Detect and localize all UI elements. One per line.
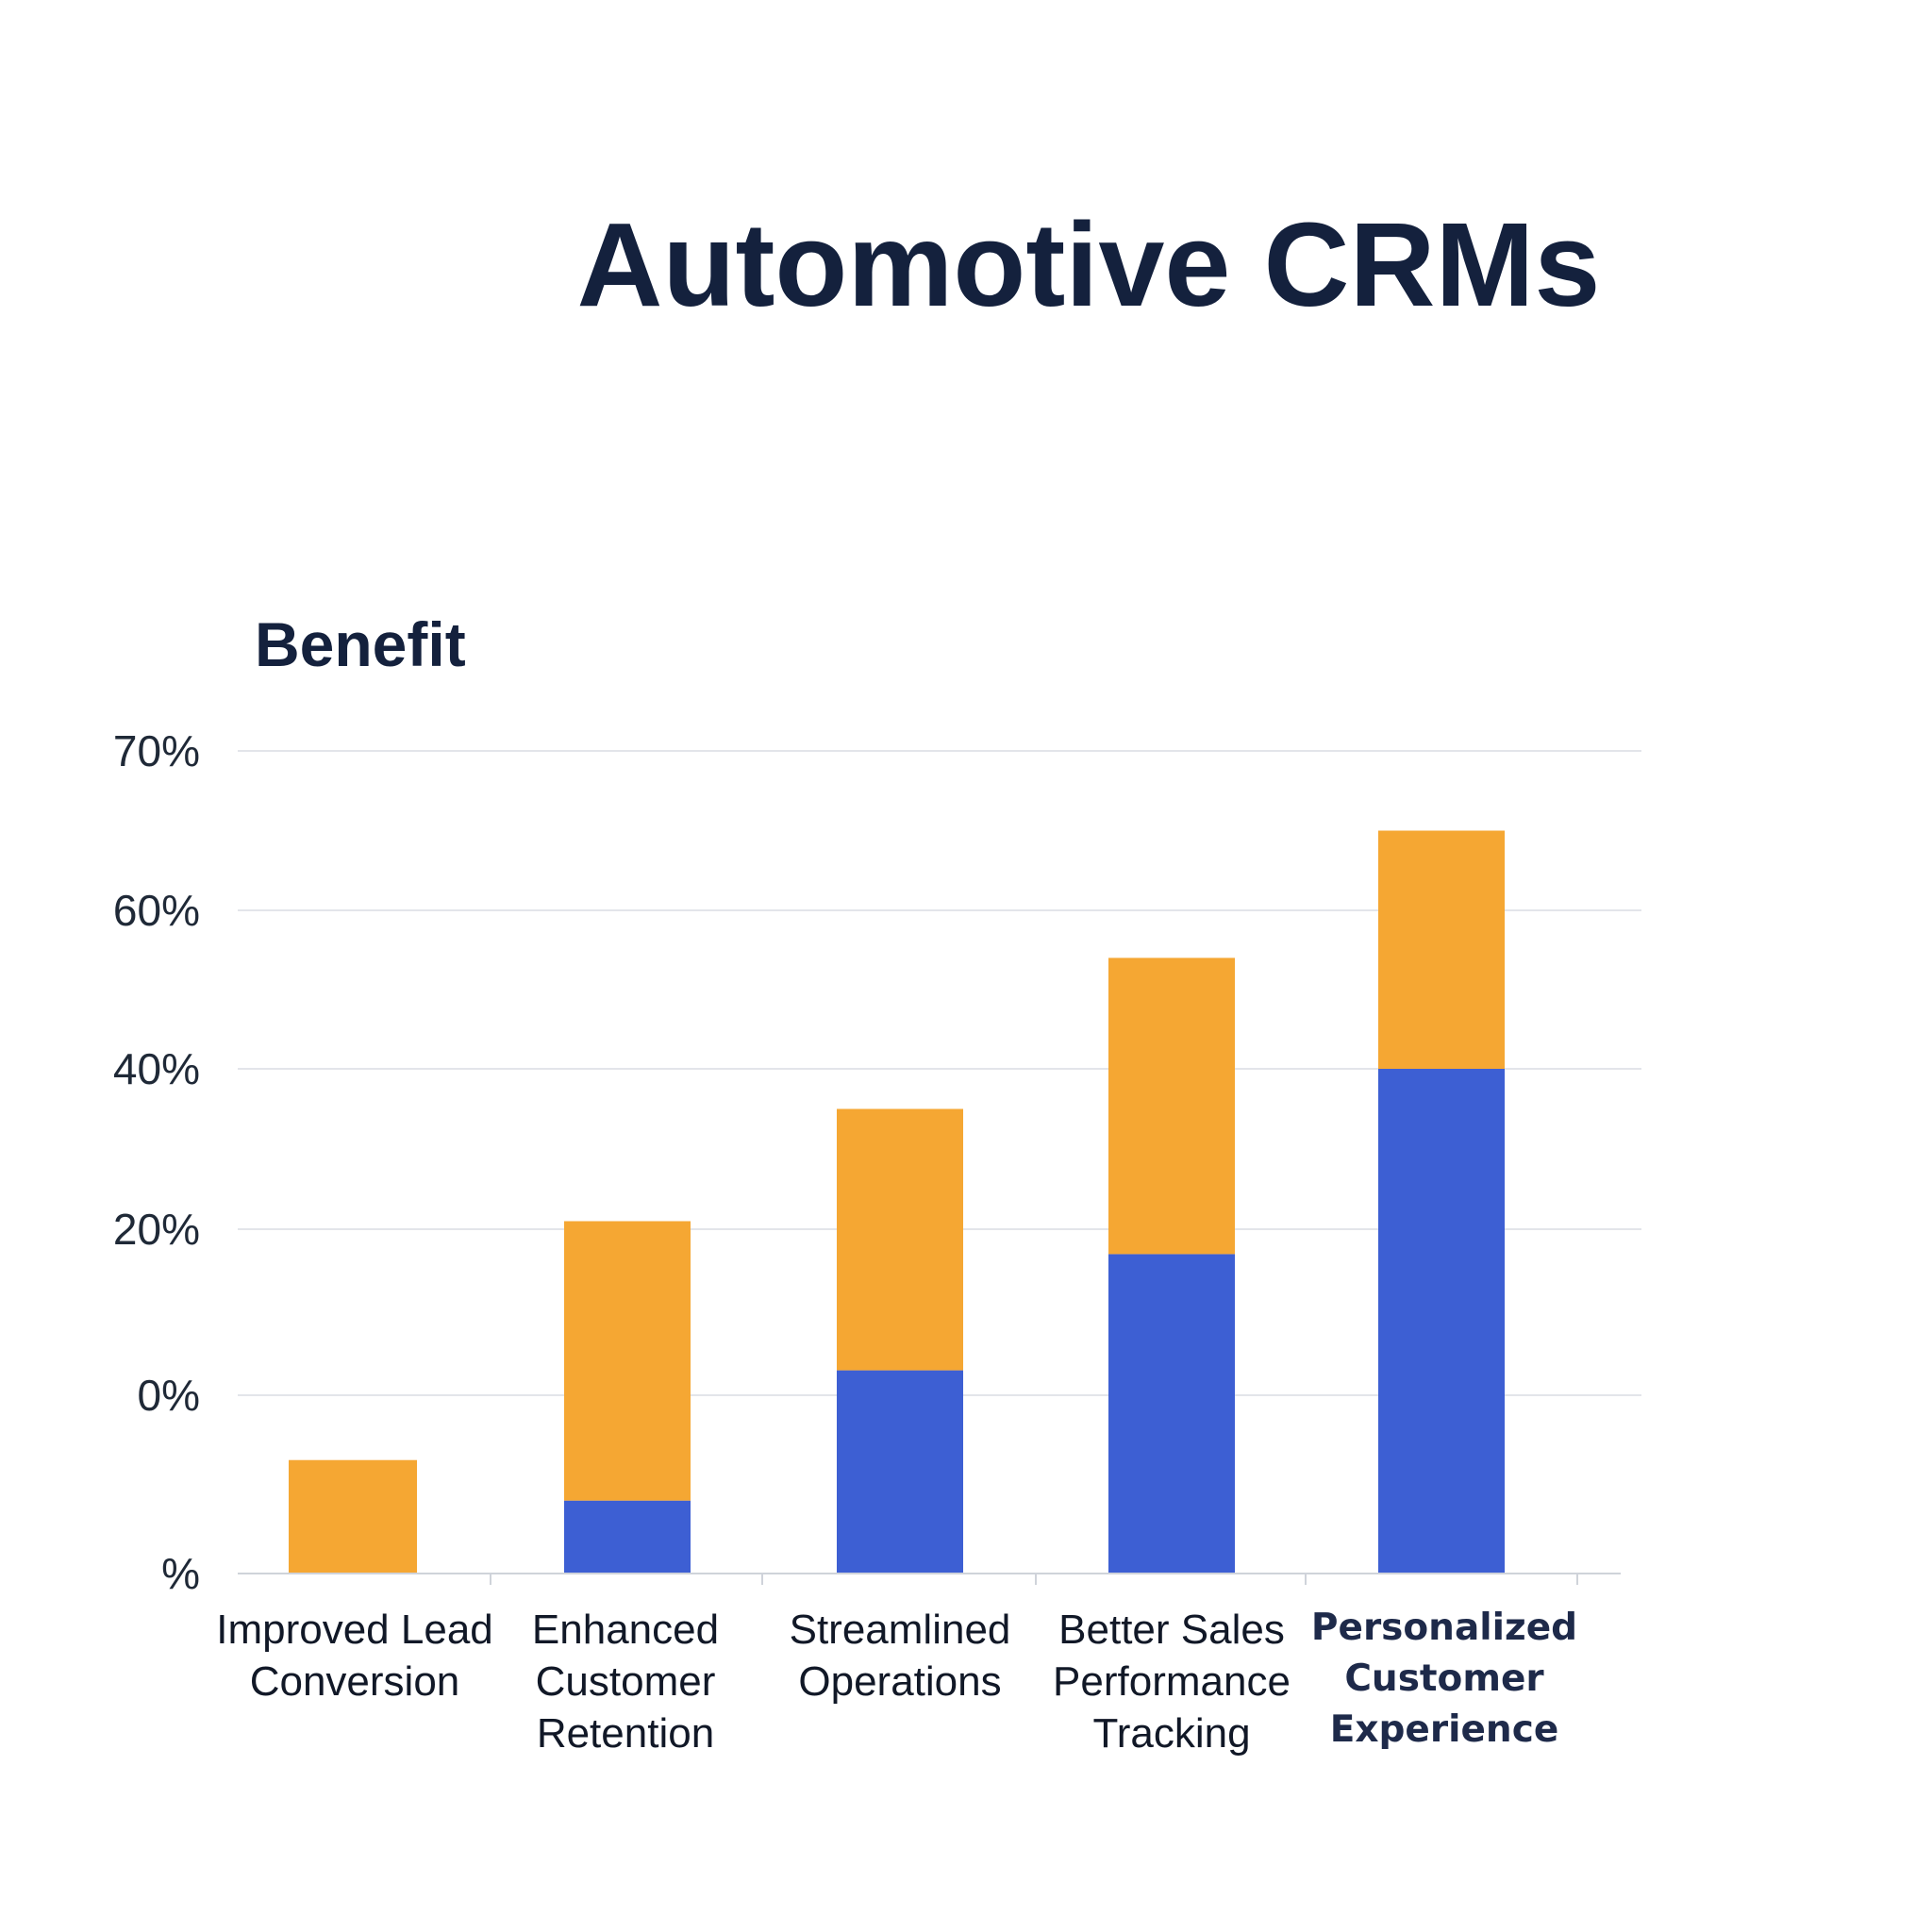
bar-segment-blue bbox=[564, 1500, 691, 1574]
x-tick-label-line: Operations bbox=[798, 1658, 1001, 1705]
chart-title: Automotive CRMs bbox=[576, 198, 1601, 331]
x-tick-label: Enhanced Customer Retention bbox=[532, 1607, 719, 1757]
x-tick-label-line: Customer bbox=[536, 1658, 716, 1705]
x-tick-label-line: Tracking bbox=[1092, 1710, 1250, 1757]
x-tick-label-line: Streamlined bbox=[790, 1607, 1011, 1653]
x-tick-label-line: Conversion bbox=[250, 1658, 460, 1705]
x-tick-label: Improved Lead Conversion bbox=[216, 1607, 493, 1705]
bar-segment-orange bbox=[1108, 958, 1235, 1255]
x-axis bbox=[238, 1573, 1621, 1585]
bar-segment-blue bbox=[1378, 1069, 1505, 1574]
x-tick-label: Personalized Customer Experience bbox=[1311, 1607, 1577, 1751]
y-tick-label: % bbox=[161, 1549, 200, 1598]
bar-segment-orange bbox=[1378, 830, 1505, 1069]
bar-segment-orange bbox=[289, 1459, 417, 1574]
bar-segment-orange bbox=[564, 1221, 691, 1501]
x-tick-label-line: Improved Lead bbox=[216, 1607, 493, 1653]
y-axis-label: Benefit bbox=[255, 609, 466, 679]
x-tick-label-line: Performance bbox=[1053, 1658, 1291, 1705]
y-tick-label: 60% bbox=[113, 886, 200, 935]
bar-segment-blue bbox=[1108, 1254, 1235, 1574]
y-tick-label: 40% bbox=[113, 1044, 200, 1093]
bar-segment-orange bbox=[837, 1108, 963, 1371]
x-tick-label: Streamlined Operations bbox=[790, 1607, 1011, 1705]
bar-segment-blue bbox=[837, 1370, 963, 1574]
bars bbox=[289, 830, 1505, 1574]
x-tick-label-line: Personalized bbox=[1311, 1607, 1577, 1649]
x-tick-label-line: Enhanced bbox=[532, 1607, 719, 1653]
y-tick-label: 0% bbox=[138, 1371, 200, 1420]
x-axis-ticks: Improved Lead Conversion Enhanced Customer R… bbox=[216, 1607, 1577, 1757]
y-tick-label: 70% bbox=[113, 726, 200, 775]
y-tick-label: 20% bbox=[113, 1205, 200, 1254]
y-axis-ticks: % 0% 20% 40% 60% 70% bbox=[113, 726, 200, 1598]
x-tick-label-line: Better Sales bbox=[1058, 1607, 1285, 1653]
x-tick-label: Better Sales Performance Tracking bbox=[1053, 1607, 1291, 1757]
x-tick-label-line: Customer bbox=[1344, 1657, 1544, 1700]
x-tick-label-line: Retention bbox=[537, 1710, 714, 1757]
x-tick-label-line: Experience bbox=[1330, 1708, 1559, 1751]
